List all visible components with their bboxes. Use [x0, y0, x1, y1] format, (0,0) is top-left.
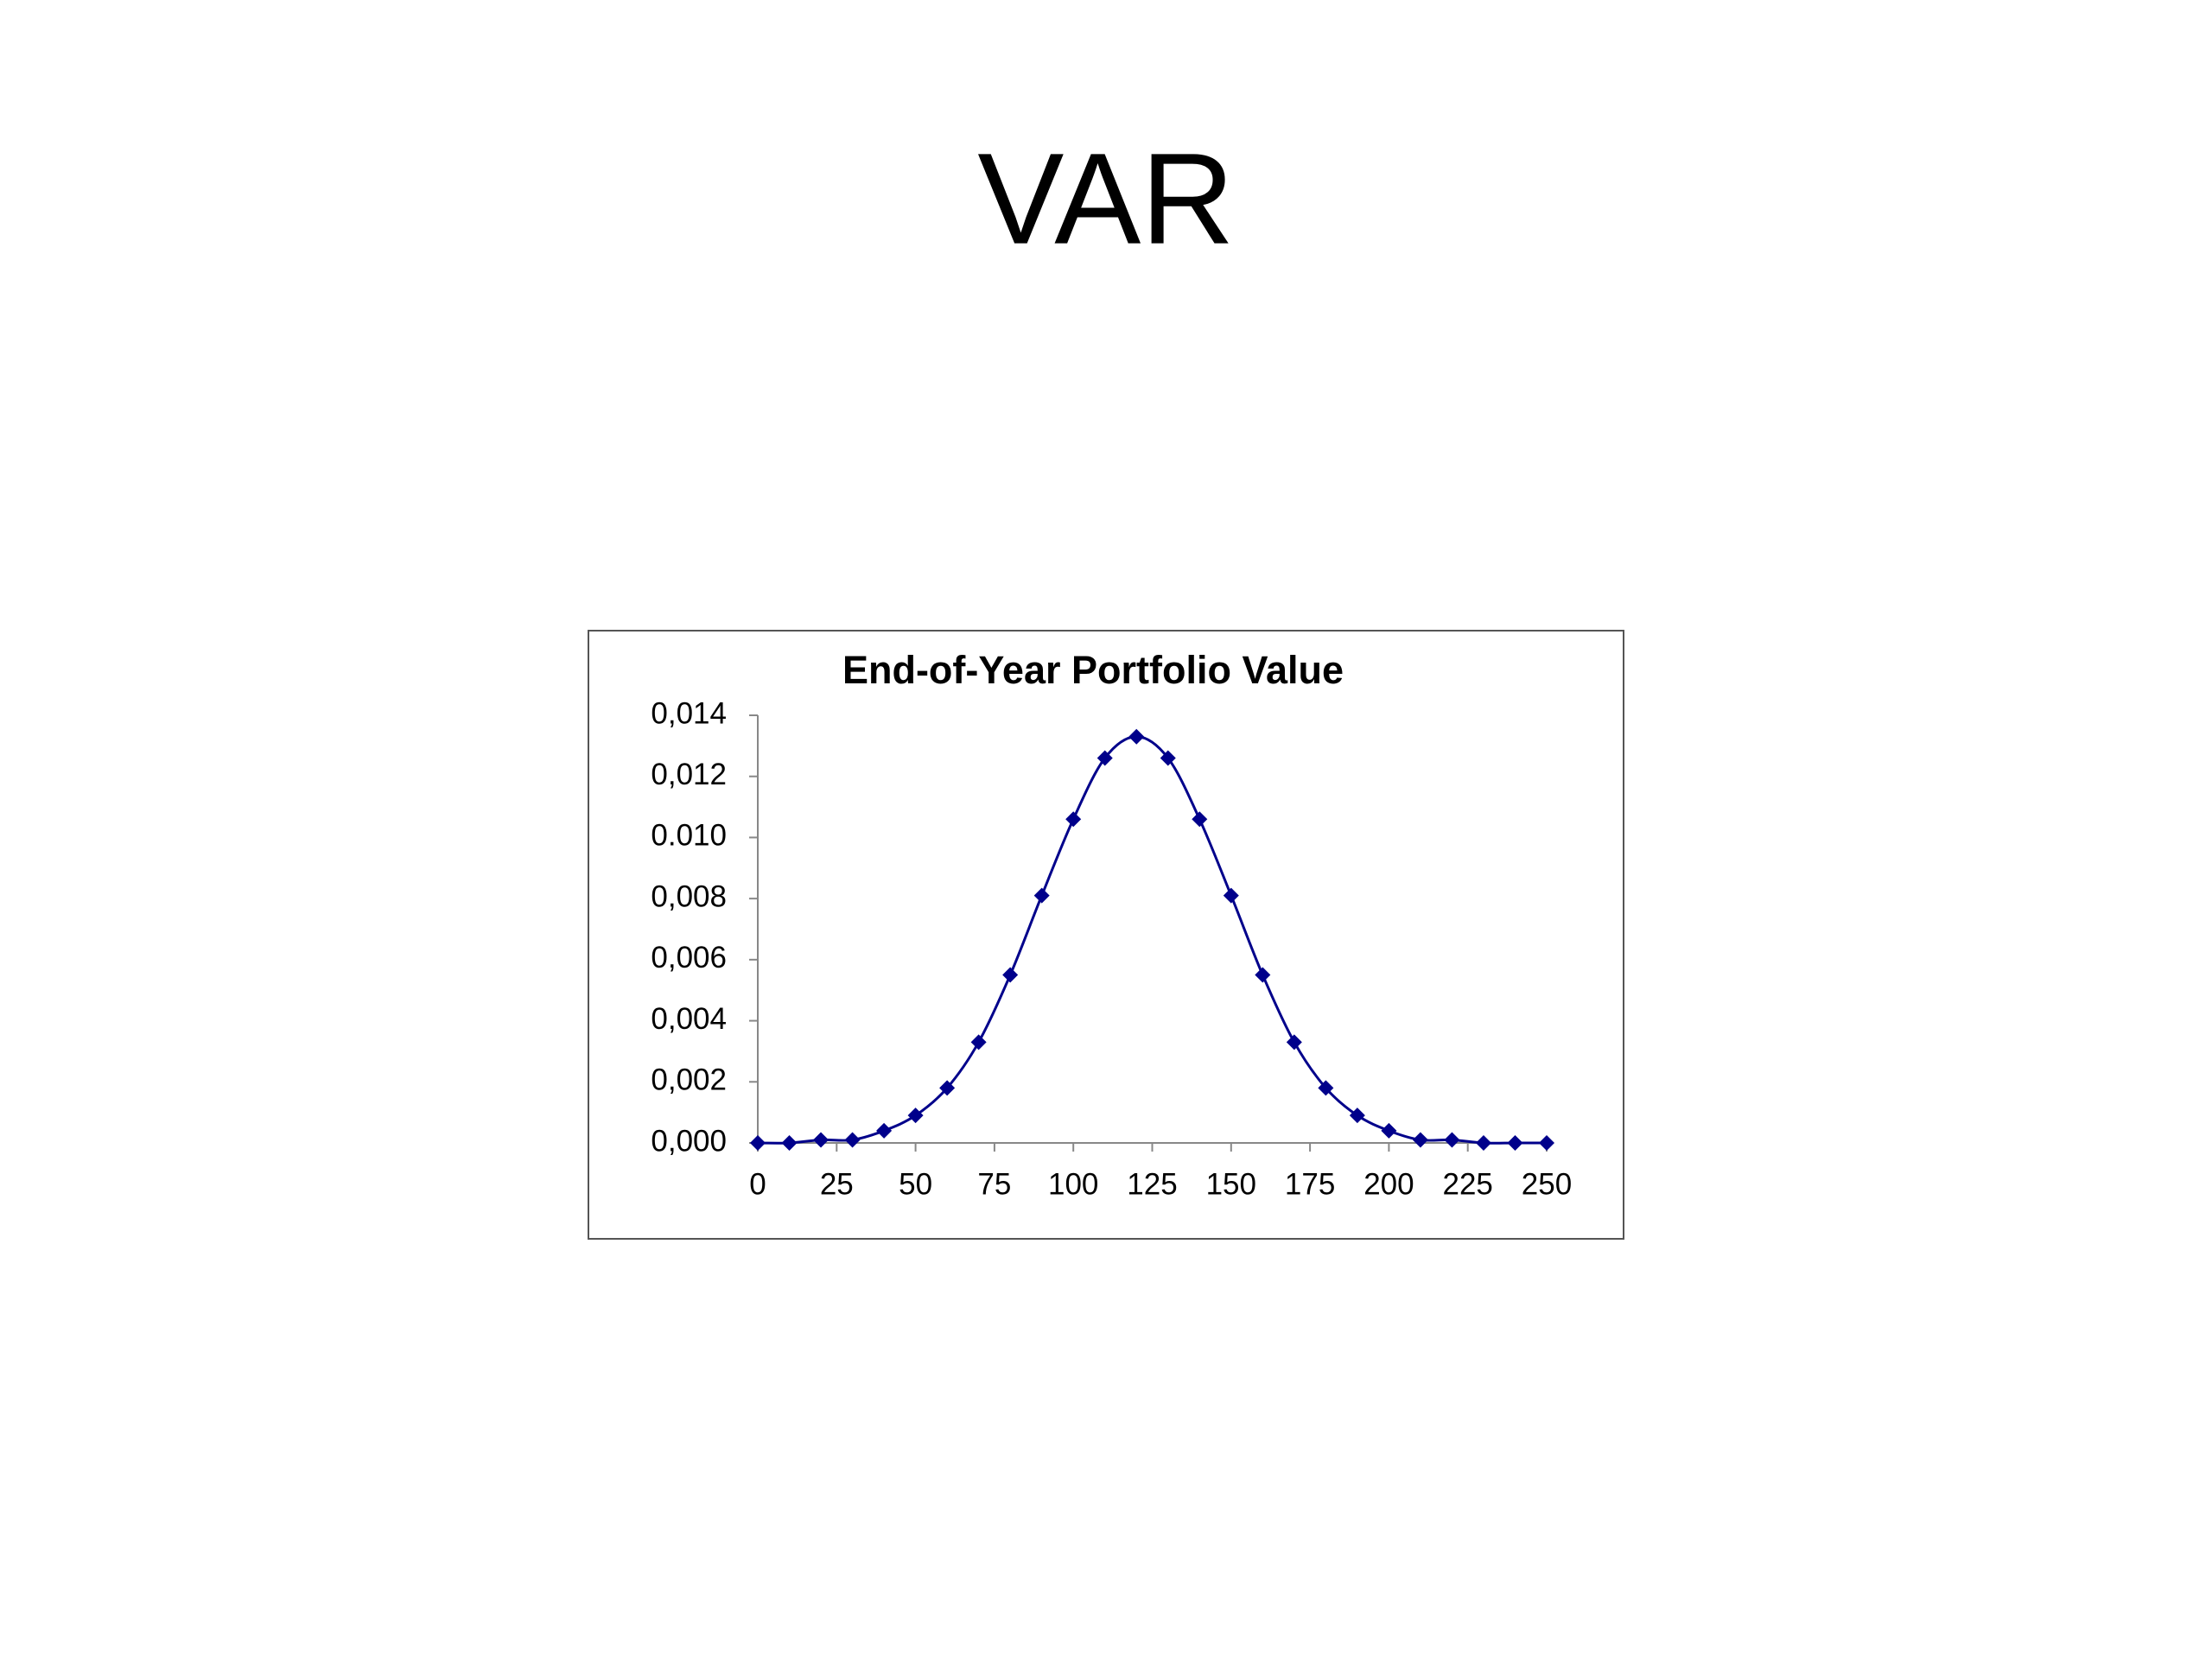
slide-title: VAR [977, 126, 1234, 271]
marker [1160, 750, 1176, 766]
y-tick-label: 0,002 [651, 1063, 727, 1097]
x-tick-label: 50 [899, 1167, 932, 1201]
marker [813, 1132, 830, 1148]
marker [1065, 811, 1082, 828]
marker [1412, 1132, 1428, 1148]
line [757, 735, 1547, 1145]
marker [1286, 1034, 1302, 1050]
marker [1223, 887, 1239, 904]
marker [1349, 1108, 1365, 1124]
y-tick-label: 0.010 [651, 819, 727, 853]
marker [1444, 1132, 1460, 1148]
marker [1507, 1135, 1523, 1151]
x-tick-label: 250 [1522, 1167, 1572, 1201]
marker [1475, 1135, 1491, 1151]
y-tick-label: 0,004 [651, 1002, 727, 1036]
marker [1192, 811, 1208, 828]
x-tick-label: 75 [977, 1167, 1011, 1201]
marker [1033, 887, 1050, 904]
chart-title: End-of-Year Portfolio Value [842, 648, 1344, 692]
marker [1318, 1080, 1334, 1096]
y-tick-label: 0,008 [651, 879, 727, 913]
marker [1096, 750, 1113, 766]
x-tick-label: 25 [820, 1167, 854, 1201]
x-tick-label: 225 [1442, 1167, 1492, 1201]
x-tick-label: 125 [1127, 1167, 1177, 1201]
y-tick-label: 0,012 [651, 758, 727, 791]
marker [939, 1080, 956, 1096]
marker [1539, 1135, 1554, 1151]
y-tick-label: 0,000 [651, 1124, 727, 1158]
x-tick-label: 150 [1206, 1167, 1256, 1201]
marker [876, 1122, 893, 1139]
x-tick-label: 100 [1048, 1167, 1098, 1201]
marker [1381, 1122, 1397, 1139]
marker [781, 1135, 798, 1151]
x-tick-label: 0 [749, 1167, 766, 1201]
marker [1255, 967, 1271, 983]
marker [750, 1135, 766, 1151]
y-tick-label: 0,006 [651, 941, 727, 974]
y-tick-label: 0,014 [651, 696, 727, 730]
marker [970, 1034, 987, 1050]
x-tick-label: 200 [1363, 1167, 1414, 1201]
x-tick-label: 175 [1285, 1167, 1335, 1201]
marker [1128, 728, 1145, 745]
marker [1002, 967, 1019, 983]
marker [907, 1108, 924, 1124]
marker [844, 1132, 861, 1148]
